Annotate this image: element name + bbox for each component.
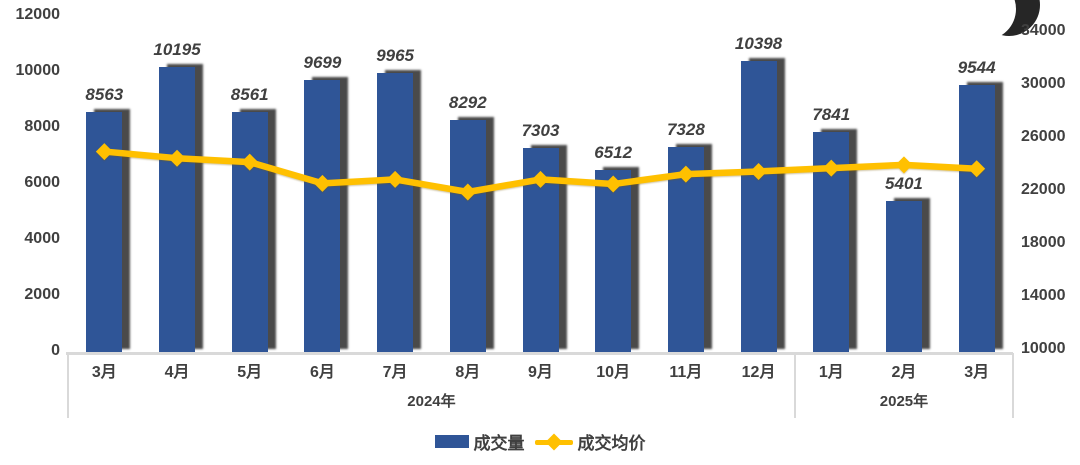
y-axis-left-tick-label: 4000 [24,230,60,247]
price-line-swatch-icon [534,433,573,450]
bar-value-label: 7303 [521,120,560,140]
legend-label-price: 成交均价 [577,434,646,453]
bar [595,169,632,352]
price-point-diamond-marker [895,156,913,174]
bar [159,66,196,352]
legend-label-volume: 成交量 [473,434,525,453]
bar [304,80,341,352]
price-point-diamond-marker [168,149,186,167]
x-axis-month-label: 3月 [964,364,990,381]
bar [958,84,995,352]
bar-value-label: 8561 [230,85,269,105]
legend: 成交量 成交均价 [0,429,1080,454]
axis-group-separator [67,353,69,418]
x-axis-month-label: 7月 [382,364,408,381]
bar-value-label: 9965 [376,45,415,65]
price-point-diamond-marker [241,153,259,171]
price-point-diamond-marker [750,162,768,180]
x-axis-month-label: 9月 [528,364,553,381]
volume-bar-swatch-icon [434,435,469,448]
x-axis-month-label: 6月 [309,364,335,381]
bar-value-label: 10398 [734,33,783,53]
price-point-diamond-marker [677,165,695,183]
bar-value-label: 6512 [594,142,633,162]
x-axis-month-label: 5月 [237,364,263,381]
axis-group-separator [793,353,796,418]
y-axis-left-tick-label: 10000 [15,62,61,79]
y-axis-right-tick-label: 26000 [1021,128,1066,145]
y-axis-right-tick-label: 10000 [1021,340,1066,357]
legend-item-volume: 成交量 [434,429,525,454]
x-axis-month-label: 12月 [741,364,776,381]
price-point-diamond-marker [604,175,622,193]
bar-value-label: 8292 [448,92,487,112]
bar-value-label: 5401 [885,173,923,193]
price-point-diamond-marker [822,159,840,177]
y-axis-left-tick-label: 2000 [24,286,60,303]
x-axis-month-label: 2月 [891,364,917,381]
x-axis-month-label: 8月 [455,364,481,381]
diamond-marker-icon [545,433,562,450]
y-axis-left-tick-label: 6000 [24,174,60,191]
bar [449,119,486,352]
y-axis-right-tick-label: 30000 [1021,75,1066,92]
bar [377,72,414,352]
bar-value-label: 9699 [303,53,342,73]
year-group-label: 2024年 [407,393,456,410]
bar-value-label: 10195 [153,39,201,59]
price-point-diamond-marker [459,183,477,201]
y-axis-right-tick-label: 18000 [1021,234,1066,251]
axis-group-separator [1012,353,1014,418]
price-point-diamond-marker [532,170,549,188]
price-point-diamond-marker [95,143,113,161]
bar [885,200,922,352]
legend-item-price: 成交均价 [531,429,646,454]
bar-value-label: 8563 [85,85,124,105]
bar-value-label: 7841 [812,105,851,125]
price-point-diamond-marker [968,160,986,178]
bar [231,112,268,352]
bar [740,60,777,352]
y-axis-left-tick-label: 8000 [24,118,60,135]
y-axis-left-tick-label: 12000 [15,6,61,23]
y-axis-left-tick-label: 0 [51,342,60,359]
x-axis-month-label: 10月 [596,364,631,381]
x-axis-month-label: 11月 [669,364,703,381]
price-point-diamond-marker [313,174,331,192]
y-axis-right-tick-label: 22000 [1021,181,1066,198]
price-point-diamond-marker [386,170,404,188]
x-axis-baseline [66,352,1013,355]
x-axis-month-label: 4月 [164,364,190,381]
bar-value-label: 7328 [666,119,705,139]
y-axis-right-tick-label: 34000 [1021,22,1066,39]
y-axis-right-tick-label: 14000 [1021,287,1066,304]
bar-value-label: 9544 [957,57,996,77]
year-group-label: 2025年 [879,393,929,410]
x-axis-month-label: 1月 [818,364,844,381]
x-axis-month-label: 3月 [91,364,117,381]
